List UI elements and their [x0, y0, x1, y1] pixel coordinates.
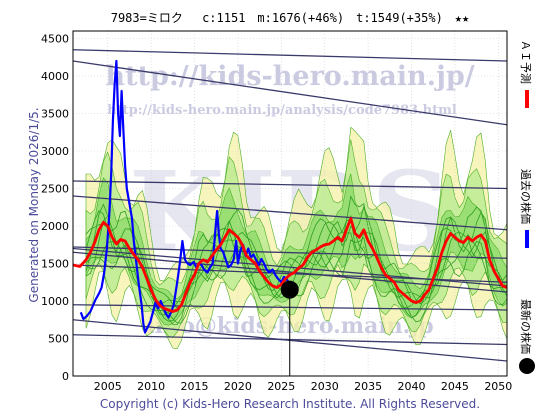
series-group: [73, 59, 507, 334]
y-tick-label: 3500: [41, 108, 69, 121]
y-tick-label: 2500: [41, 183, 69, 196]
x-tick-label: 2025: [267, 380, 295, 393]
x-tick-label: 2020: [224, 380, 252, 393]
trend-line: [73, 180, 507, 190]
chart-title: 7983=ミロク c:1151 m:1676(+46%) t:1549(+35%…: [111, 11, 470, 25]
copyright-text: Copyright (c) Kids-Hero Research Institu…: [100, 397, 480, 411]
x-tick-label: 2040: [398, 380, 426, 393]
y-tick-label: 4500: [41, 33, 69, 46]
trend-line: [73, 195, 507, 231]
legend-past-label: 過去の株価: [519, 169, 533, 224]
y-tick-label: 1000: [41, 295, 69, 308]
y-tick-label: 2000: [41, 220, 69, 233]
trend-line: [73, 246, 507, 259]
plot-frame: [72, 30, 508, 377]
legend-latest-swatch: [519, 358, 535, 374]
grid-lines: [73, 31, 507, 377]
x-tick-labels: 2005 2010 2015 2020 2025 2030 2035 2040 2045 2050: [94, 380, 513, 393]
legend: ＡＩ予測 過去の株価 最新の株価: [519, 40, 535, 374]
past-price-line: [79, 59, 292, 334]
x-tick-label: 2035: [354, 380, 382, 393]
x-tick-label: 2030: [311, 380, 339, 393]
x-tick-label: 2010: [137, 380, 165, 393]
x-tick-label: 2050: [484, 380, 512, 393]
y-tick-labels: 0 500 1000 1500 2000 2500 3000 3500 4000 4500: [41, 33, 69, 384]
latest-marker-group: [280, 280, 299, 376]
trend-line: [73, 251, 507, 293]
generated-label: Generated on Monday 2026/1/5.: [27, 107, 41, 302]
x-tick-label: 2015: [181, 380, 209, 393]
watermark-url-small: http://kids-hero.main.jp/analysis/code79…: [107, 103, 457, 118]
trend-line: [73, 49, 507, 62]
y-tick-label: 3000: [41, 145, 69, 158]
y-tick-label: 1500: [41, 258, 69, 271]
x-tick-label: 2045: [441, 380, 469, 393]
legend-ai-label: ＡＩ予測: [519, 40, 533, 84]
ai-forecast-line: [73, 217, 507, 313]
y-tick-label: 0: [62, 370, 69, 383]
trend-line: [73, 60, 507, 126]
watermark-url-large: http://kids-hero.main.jp/: [105, 61, 474, 92]
legend-latest-label: 最新の株価: [519, 299, 533, 354]
latest-price-marker: [280, 280, 299, 299]
x-tick-label: 2005: [94, 380, 122, 393]
y-tick-label: 4000: [41, 70, 69, 83]
y-tick-label: 500: [48, 333, 69, 346]
